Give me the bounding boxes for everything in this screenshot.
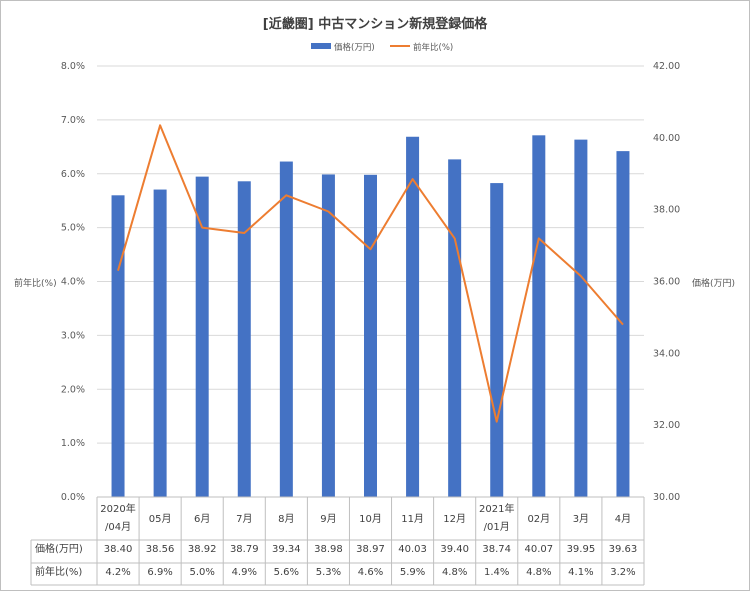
left-tick-label: 2.0% <box>61 384 85 395</box>
bar <box>574 139 588 498</box>
table-row-label: 価格(万円) <box>35 542 83 555</box>
category-label: 7月 <box>236 513 252 525</box>
category-label: 4月 <box>615 513 631 525</box>
left-tick-label: 6.0% <box>61 169 85 180</box>
bar <box>237 181 251 498</box>
price-cell: 38.97 <box>356 544 385 555</box>
yoy-cell: 3.2% <box>610 567 635 578</box>
category-label: 9月 <box>320 513 336 525</box>
right-tick-label: 42.00 <box>653 61 680 72</box>
bar <box>364 174 377 497</box>
price-cell: 39.95 <box>567 544 596 555</box>
right-tick-label: 38.00 <box>653 205 680 216</box>
category-label: 2021年 <box>479 502 514 515</box>
yoy-cell: 4.6% <box>358 567 383 578</box>
left-tick-label: 0.0% <box>61 492 85 503</box>
bar <box>321 174 335 498</box>
right-tick-label: 36.00 <box>653 277 680 288</box>
price-cell: 38.56 <box>146 544 175 555</box>
yoy-cell: 4.9% <box>232 567 257 578</box>
category-label: 11月 <box>401 513 424 525</box>
right-tick-label: 30.00 <box>653 492 680 503</box>
left-tick-label: 3.0% <box>61 330 85 341</box>
left-tick-label: 1.0% <box>61 438 85 449</box>
legend-bar-label: 価格(万円) <box>334 42 375 53</box>
right-axis-ticks: 30.00 32.00 34.00 36.00 38.00 40.00 42.00 <box>653 61 680 503</box>
table-row-label: 前年比(%) <box>35 565 82 578</box>
yoy-cell: 5.6% <box>274 567 299 578</box>
bar <box>490 183 504 498</box>
left-axis-ticks: 0.0% 1.0% 2.0% 3.0% 4.0% 5.0% 6.0% 7.0% 8.0% <box>61 61 85 503</box>
bar <box>111 195 125 498</box>
category-label: 2020年 <box>100 502 135 515</box>
category-label: 02月 <box>527 513 550 525</box>
price-cell: 39.63 <box>609 544 638 555</box>
price-cell: 39.40 <box>440 544 469 555</box>
yoy-cell: 4.1% <box>568 567 593 578</box>
yoy-cell: 4.2% <box>105 567 130 578</box>
category-label: /04月 <box>105 521 131 533</box>
price-cell: 38.92 <box>188 544 217 555</box>
right-tick-label: 34.00 <box>653 348 680 359</box>
category-label: 6月 <box>194 513 210 525</box>
yoy-cell: 5.3% <box>316 567 341 578</box>
bar <box>448 159 462 497</box>
left-tick-label: 4.0% <box>61 277 85 288</box>
price-cell: 38.74 <box>482 544 511 555</box>
bar <box>195 176 209 497</box>
category-label: 10月 <box>359 513 382 525</box>
right-tick-label: 40.00 <box>653 133 680 144</box>
bar <box>406 136 420 497</box>
bar <box>279 161 293 497</box>
bar-series <box>111 135 630 498</box>
category-label: /01月 <box>484 521 510 533</box>
price-cell: 38.79 <box>230 544 259 555</box>
data-table: 2020年/04月 38.40 4.2% 05月 38.56 6.9% 6月 38.92 5.0… <box>30 496 645 586</box>
left-axis-label: 前年比(%) <box>14 277 57 289</box>
legend-line-label: 前年比(%) <box>413 42 453 53</box>
line-series <box>117 124 624 423</box>
right-axis-label: 価格(万円) <box>692 277 735 289</box>
category-label: 3月 <box>573 513 589 525</box>
price-cell: 38.40 <box>104 544 133 555</box>
left-tick-label: 8.0% <box>61 61 85 72</box>
price-cell: 38.98 <box>314 544 343 555</box>
left-tick-label: 5.0% <box>61 223 85 234</box>
yoy-cell: 1.4% <box>484 567 509 578</box>
category-label: 8月 <box>278 513 294 525</box>
yoy-cell: 5.9% <box>400 567 425 578</box>
bar <box>532 135 546 498</box>
chart-title: [近畿圏] 中古マンション新規登録価格 <box>263 16 488 32</box>
bar <box>153 189 167 497</box>
price-cell: 39.34 <box>272 544 301 555</box>
yoy-cell: 4.8% <box>526 567 551 578</box>
left-tick-label: 7.0% <box>61 115 85 126</box>
legend: 価格(万円) 前年比(%) <box>311 42 453 53</box>
yoy-cell: 6.9% <box>147 567 172 578</box>
category-label: 05月 <box>149 513 172 525</box>
legend-bar-swatch <box>311 43 331 49</box>
price-cell: 40.07 <box>524 544 553 555</box>
line-path <box>117 124 624 423</box>
category-label: 12月 <box>443 513 466 525</box>
yoy-cell: 5.0% <box>189 567 214 578</box>
right-tick-label: 32.00 <box>653 420 680 431</box>
price-cell: 40.03 <box>398 544 427 555</box>
yoy-cell: 4.8% <box>442 567 467 578</box>
